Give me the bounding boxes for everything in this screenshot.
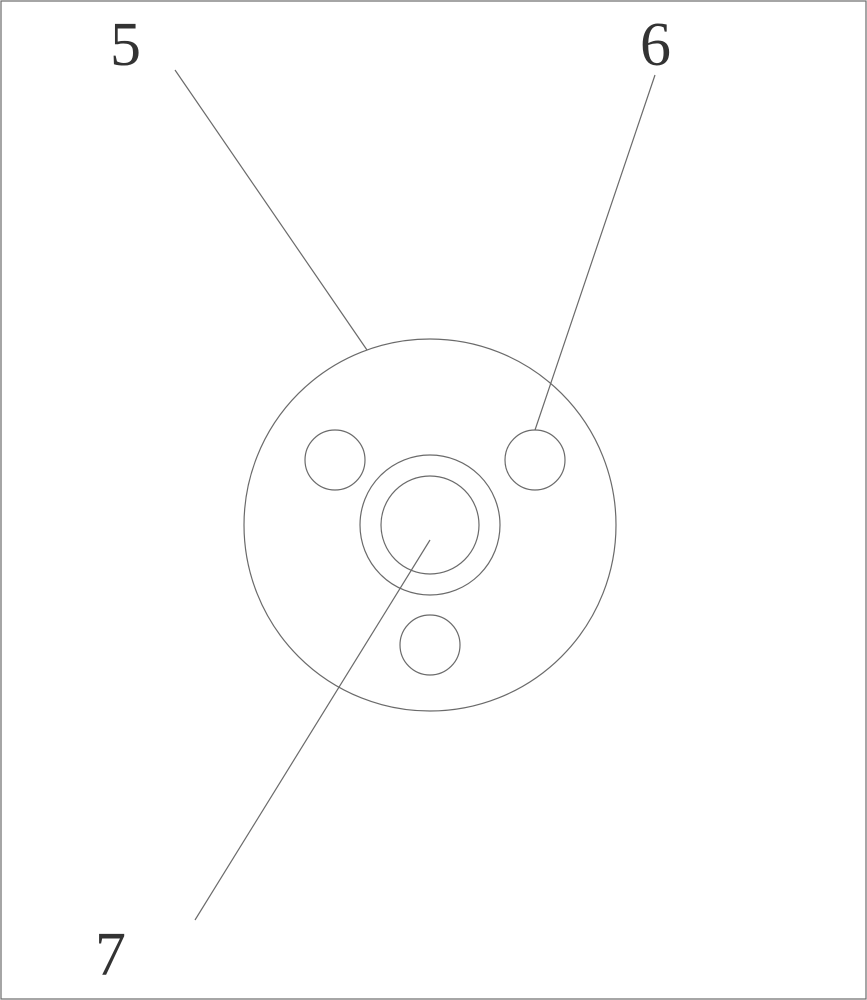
- callout-label-7: 7: [95, 921, 126, 989]
- callout-label-5: 5: [110, 11, 141, 79]
- bolt-holes: [305, 430, 565, 675]
- flange-diagram: 5 6 7: [0, 0, 867, 1000]
- callout-labels: 5 6 7: [95, 11, 671, 989]
- callout-label-6: 6: [640, 11, 671, 79]
- leader-line: [175, 70, 367, 350]
- flange-body: [244, 339, 616, 711]
- bolt-hole: [305, 430, 365, 490]
- canvas-frame: [1, 1, 866, 999]
- leader-line: [535, 75, 655, 430]
- center-bore-inner: [381, 476, 479, 574]
- bolt-hole: [505, 430, 565, 490]
- bolt-hole: [400, 615, 460, 675]
- leader-line: [195, 540, 430, 920]
